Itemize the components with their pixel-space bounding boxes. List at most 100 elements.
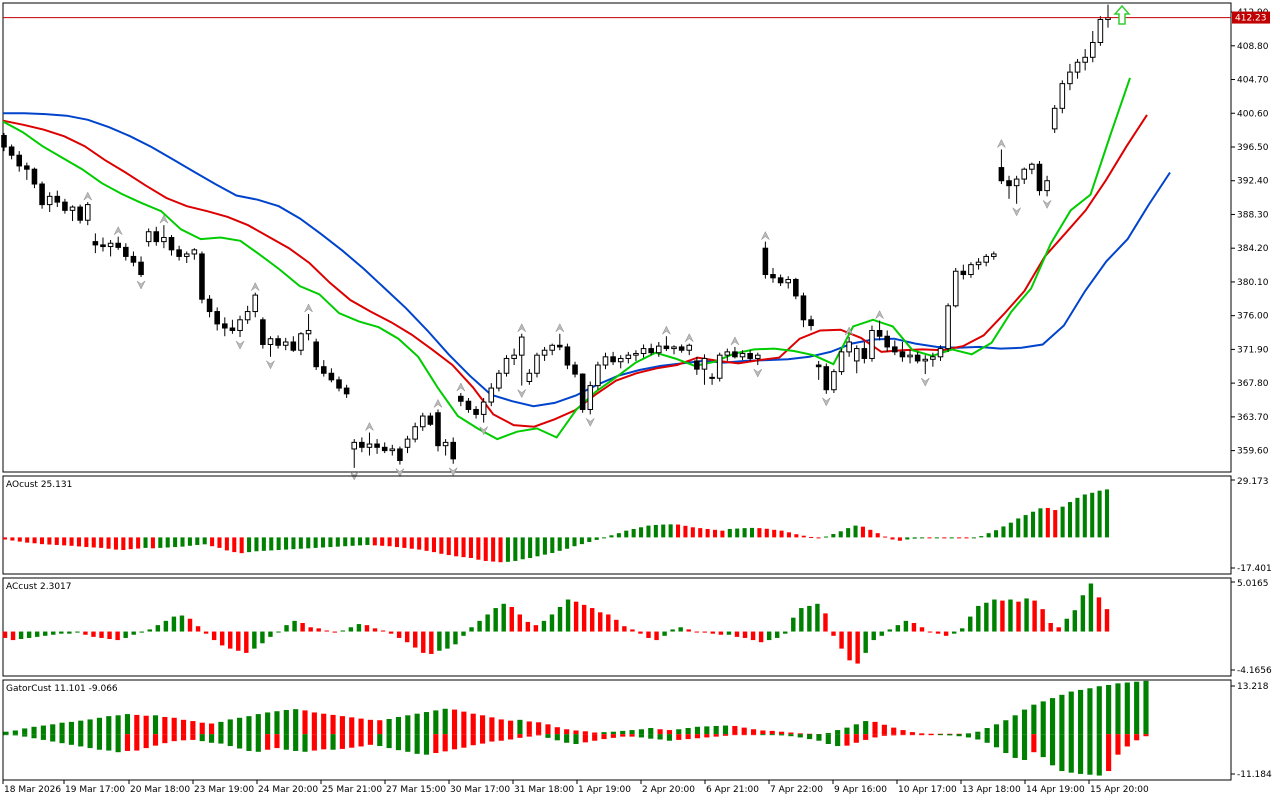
candle[interactable] xyxy=(960,264,967,280)
candle[interactable] xyxy=(503,355,510,377)
candle[interactable] xyxy=(381,442,388,454)
candle[interactable] xyxy=(709,373,715,385)
candle[interactable] xyxy=(823,363,830,394)
candle[interactable] xyxy=(366,432,373,456)
candle[interactable] xyxy=(1074,58,1081,79)
candle[interactable] xyxy=(602,352,609,370)
candle[interactable] xyxy=(1044,175,1050,197)
candle[interactable] xyxy=(77,204,83,224)
candle[interactable] xyxy=(343,384,350,398)
candle[interactable] xyxy=(244,305,251,324)
candle[interactable] xyxy=(922,355,929,375)
candle[interactable] xyxy=(945,303,951,352)
candle[interactable] xyxy=(222,317,228,337)
candle[interactable] xyxy=(496,369,502,392)
candle[interactable] xyxy=(671,345,677,355)
candle[interactable] xyxy=(716,352,723,382)
candle[interactable] xyxy=(92,233,99,254)
candle[interactable] xyxy=(161,225,167,249)
candle[interactable] xyxy=(168,235,175,256)
candle[interactable] xyxy=(648,343,654,356)
candle[interactable] xyxy=(1082,49,1088,71)
candle[interactable] xyxy=(869,325,875,362)
candle[interactable] xyxy=(359,437,365,453)
candle[interactable] xyxy=(206,295,213,318)
candle[interactable] xyxy=(876,320,883,341)
candle[interactable] xyxy=(557,333,563,351)
candle[interactable] xyxy=(541,346,548,361)
candle[interactable] xyxy=(260,317,266,349)
candle[interactable] xyxy=(435,409,441,452)
candle[interactable] xyxy=(1006,175,1012,199)
candle[interactable] xyxy=(785,276,792,289)
candle[interactable] xyxy=(892,340,898,356)
candle[interactable] xyxy=(199,251,205,304)
candle[interactable] xyxy=(419,412,426,431)
candle[interactable] xyxy=(450,437,456,464)
candle[interactable] xyxy=(1051,105,1058,134)
candle[interactable] xyxy=(937,345,944,361)
candle[interactable] xyxy=(282,337,289,351)
candle[interactable] xyxy=(16,151,23,172)
candle[interactable] xyxy=(374,439,380,454)
candle[interactable] xyxy=(183,251,190,264)
candle[interactable] xyxy=(930,352,936,367)
candle[interactable] xyxy=(488,383,495,407)
candle[interactable] xyxy=(176,245,182,261)
candle[interactable] xyxy=(617,355,624,369)
candle[interactable] xyxy=(739,350,746,361)
candle[interactable] xyxy=(267,336,274,357)
candle[interactable] xyxy=(853,345,860,374)
candle[interactable] xyxy=(252,292,259,318)
candle[interactable] xyxy=(808,315,814,331)
candle[interactable] xyxy=(518,333,525,386)
ao-pane[interactable]: AOcust 25.131 29.173 -17.401 xyxy=(2,475,1272,575)
candle[interactable] xyxy=(305,314,312,341)
candle[interactable] xyxy=(793,277,799,300)
candle[interactable] xyxy=(899,341,906,362)
candle[interactable] xyxy=(290,336,297,352)
candle[interactable] xyxy=(427,412,434,426)
candle[interactable] xyxy=(473,406,479,419)
candle[interactable] xyxy=(747,350,753,361)
candle[interactable] xyxy=(686,343,693,356)
candle[interactable] xyxy=(31,167,38,189)
candle[interactable] xyxy=(777,274,784,287)
candle[interactable] xyxy=(762,241,769,279)
candle[interactable] xyxy=(153,226,160,246)
candle[interactable] xyxy=(465,397,472,413)
candle[interactable] xyxy=(998,149,1005,185)
candle[interactable] xyxy=(1029,162,1035,175)
candle[interactable] xyxy=(69,205,76,222)
candle[interactable] xyxy=(656,341,662,357)
candle[interactable] xyxy=(320,360,327,377)
candle[interactable] xyxy=(313,338,319,370)
candle[interactable] xyxy=(633,350,639,361)
candle[interactable] xyxy=(595,361,601,390)
candle[interactable] xyxy=(724,348,731,361)
candle[interactable] xyxy=(100,237,106,252)
candle[interactable] xyxy=(214,307,220,331)
candle[interactable] xyxy=(107,239,114,257)
price-pane[interactable]: 359.60 363.70 367.80 371.90 376.00 380.10 384.… xyxy=(1,2,1270,481)
candle[interactable] xyxy=(1097,16,1104,46)
candle[interactable] xyxy=(549,343,555,356)
candle[interactable] xyxy=(800,292,807,328)
candle[interactable] xyxy=(145,228,152,247)
candle[interactable] xyxy=(983,253,989,267)
candle[interactable] xyxy=(84,202,91,226)
candle[interactable] xyxy=(754,352,761,366)
candle[interactable] xyxy=(838,348,845,375)
candle[interactable] xyxy=(1067,63,1073,91)
candle[interactable] xyxy=(640,344,647,358)
candle[interactable] xyxy=(914,351,921,364)
candle[interactable] xyxy=(1021,167,1028,185)
candle[interactable] xyxy=(237,315,243,338)
candle[interactable] xyxy=(404,435,411,454)
candle[interactable] xyxy=(732,346,738,359)
candle[interactable] xyxy=(952,267,959,308)
candle[interactable] xyxy=(54,190,61,208)
candle[interactable] xyxy=(1059,80,1066,114)
candle[interactable] xyxy=(572,361,578,378)
